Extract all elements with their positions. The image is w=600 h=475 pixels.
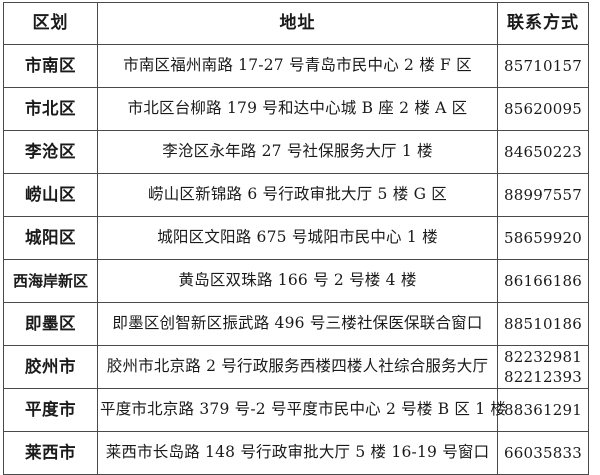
phone-number: 88361291 bbox=[504, 400, 582, 419]
cell-phone: 82232981 82212393 bbox=[497, 345, 589, 389]
cell-district: 市南区 bbox=[3, 44, 98, 88]
column-header-district: 区划 bbox=[3, 2, 98, 45]
cell-district: 胶州市 bbox=[3, 345, 98, 389]
phone-number: 66035833 bbox=[504, 443, 582, 462]
table-row: 城阳区 城阳区文阳路 675 号城阳市民中心 1 楼 58659920 bbox=[3, 216, 589, 260]
table-row: 即墨区 即墨区创智新区振武路 496 号三楼社保医保联合窗口 88510186 bbox=[3, 302, 589, 346]
cell-district: 西海岸新区 bbox=[3, 259, 98, 303]
phone-number: 85710157 bbox=[504, 56, 582, 75]
cell-address: 平度市北京路 379 号-2 号平度市民中心 2 号楼 B 区 1 楼 bbox=[97, 388, 506, 432]
cell-phone: 85710157 bbox=[497, 44, 589, 88]
cell-address: 胶州市北京路 2 号行政服务西楼四楼人社综合服务大厅 bbox=[97, 345, 498, 389]
cell-address: 市南区福州南路 17-27 号青岛市民中心 2 楼 F 区 bbox=[97, 44, 498, 88]
cell-phone: 88361291 bbox=[497, 388, 589, 432]
cell-phone: 88997557 bbox=[497, 173, 589, 217]
table-row: 胶州市 胶州市北京路 2 号行政服务西楼四楼人社综合服务大厅 82232981 822… bbox=[3, 345, 589, 389]
phone-number: 86166186 bbox=[504, 271, 582, 290]
contact-table: 区划 地址 联系方式 市南区 市南区福州南路 17-27 号青岛市民中心 2 楼 … bbox=[3, 2, 589, 475]
cell-phone: 88510186 bbox=[497, 302, 589, 346]
cell-address: 城阳区文阳路 675 号城阳市民中心 1 楼 bbox=[97, 216, 498, 260]
cell-address: 黄岛区双珠路 166 号 2 号楼 4 楼 bbox=[97, 259, 498, 303]
cell-address: 市北区台柳路 179 号和达中心城 B 座 2 楼 A 区 bbox=[97, 87, 498, 131]
column-header-phone: 联系方式 bbox=[497, 2, 589, 45]
table-row: 市北区 市北区台柳路 179 号和达中心城 B 座 2 楼 A 区 85620095 bbox=[3, 87, 589, 131]
phone-number: 82212393 bbox=[504, 368, 582, 386]
cell-district: 即墨区 bbox=[3, 302, 98, 346]
phone-number: 84650223 bbox=[504, 142, 582, 161]
cell-district: 莱西市 bbox=[3, 431, 98, 475]
table-row: 李沧区 李沧区永年路 27 号社保服务大厅 1 楼 84650223 bbox=[3, 130, 589, 174]
cell-district: 李沧区 bbox=[3, 130, 98, 174]
table-row: 西海岸新区 黄岛区双珠路 166 号 2 号楼 4 楼 86166186 bbox=[3, 259, 589, 303]
cell-address: 莱西市长岛路 148 号行政审批大厅 5 楼 16-19 号窗口 bbox=[97, 431, 498, 475]
cell-phone: 86166186 bbox=[497, 259, 589, 303]
cell-district: 市北区 bbox=[3, 87, 98, 131]
cell-address: 李沧区永年路 27 号社保服务大厅 1 楼 bbox=[97, 130, 498, 174]
phone-number: 88997557 bbox=[504, 185, 582, 204]
table-row: 崂山区 崂山区新锦路 6 号行政审批大厅 5 楼 G 区 88997557 bbox=[3, 173, 589, 217]
table-body: 市南区 市南区福州南路 17-27 号青岛市民中心 2 楼 F 区 85710157… bbox=[3, 44, 589, 475]
phone-number: 85620095 bbox=[504, 99, 582, 118]
table-row: 莱西市 莱西市长岛路 148 号行政审批大厅 5 楼 16-19 号窗口 66035… bbox=[3, 431, 589, 475]
table-row: 市南区 市南区福州南路 17-27 号青岛市民中心 2 楼 F 区 85710157 bbox=[3, 44, 589, 88]
cell-address: 崂山区新锦路 6 号行政审批大厅 5 楼 G 区 bbox=[97, 173, 498, 217]
cell-district: 城阳区 bbox=[3, 216, 98, 260]
table-header-row: 区划 地址 联系方式 bbox=[3, 2, 589, 45]
phone-number: 58659920 bbox=[504, 228, 582, 247]
cell-address: 即墨区创智新区振武路 496 号三楼社保医保联合窗口 bbox=[97, 302, 498, 346]
cell-district: 平度市 bbox=[3, 388, 98, 432]
table-header: 区划 地址 联系方式 bbox=[3, 2, 589, 45]
column-header-address: 地址 bbox=[97, 2, 498, 45]
cell-phone: 58659920 bbox=[497, 216, 589, 260]
phone-number: 82232981 bbox=[504, 347, 582, 366]
cell-phone: 85620095 bbox=[497, 87, 589, 131]
cell-phone: 84650223 bbox=[497, 130, 589, 174]
cell-district: 崂山区 bbox=[3, 173, 98, 217]
cell-phone: 66035833 bbox=[497, 431, 589, 475]
phone-number: 88510186 bbox=[504, 314, 582, 333]
table-row: 平度市 平度市北京路 379 号-2 号平度市民中心 2 号楼 B 区 1 楼 88… bbox=[3, 388, 589, 432]
